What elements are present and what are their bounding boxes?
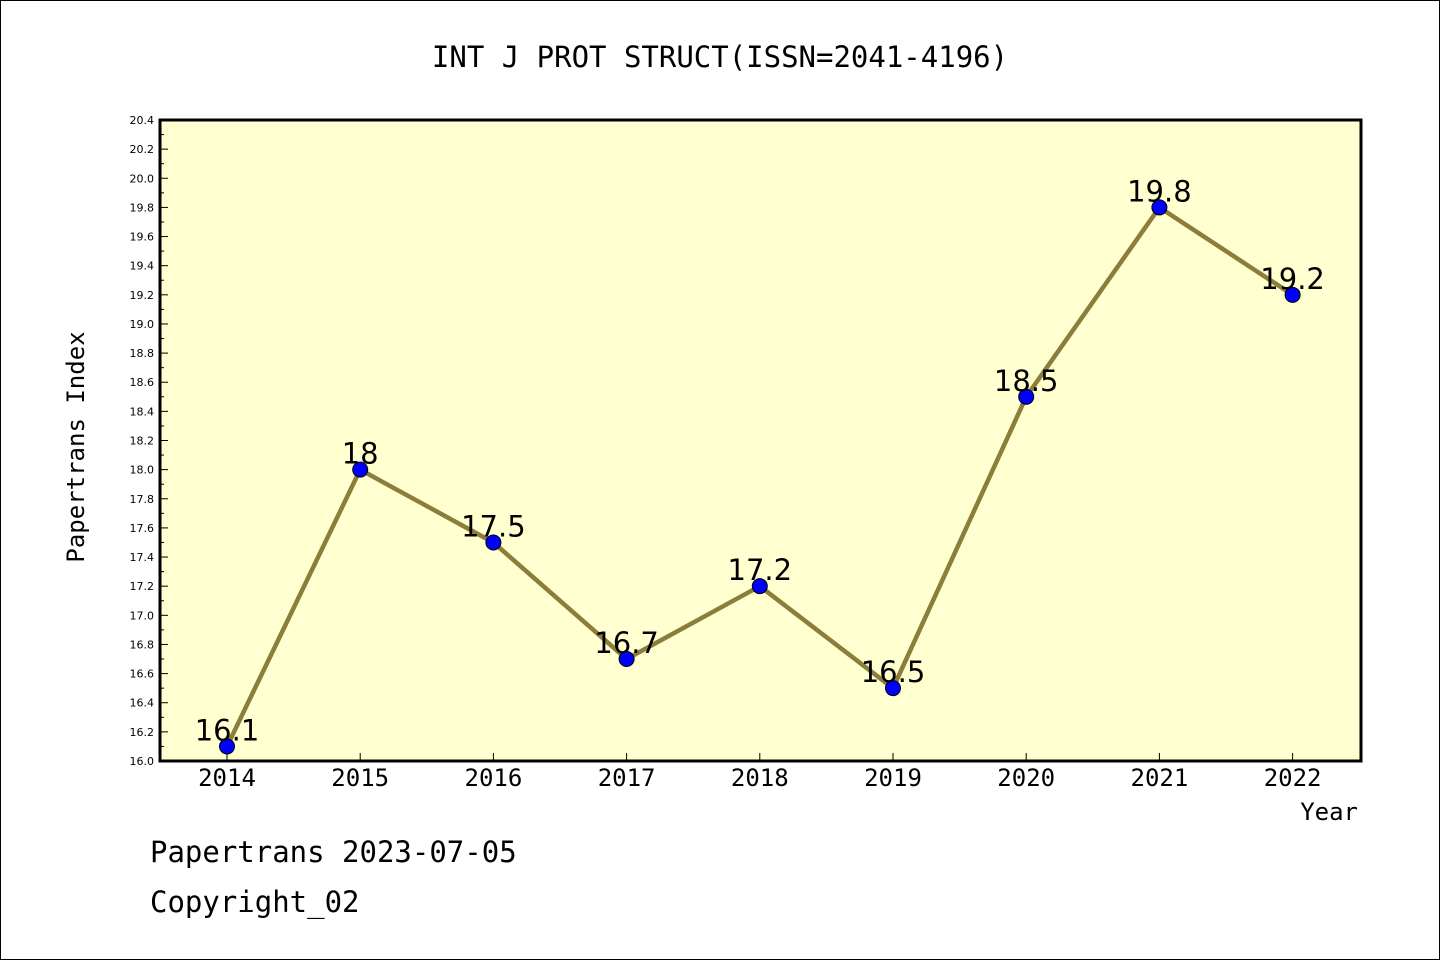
y-tick-label: 18.2 bbox=[130, 435, 155, 448]
x-axis: 2014 2015 2016 2017 2018 2019 2020 2021 2022 bbox=[198, 753, 1321, 792]
x-tick-label: 2014 bbox=[198, 764, 256, 792]
data-label: 16.1 bbox=[195, 713, 260, 747]
plot-background bbox=[160, 120, 1361, 761]
data-label: 18 bbox=[342, 437, 379, 471]
x-tick-label: 2018 bbox=[731, 764, 789, 792]
y-tick-label: 16.4 bbox=[130, 697, 155, 710]
x-tick-label: 2016 bbox=[465, 764, 523, 792]
data-label: 17.2 bbox=[728, 553, 793, 587]
data-label: 16.7 bbox=[594, 626, 659, 660]
data-label: 19.2 bbox=[1260, 262, 1325, 296]
y-tick-label: 18.8 bbox=[130, 347, 155, 360]
y-tick-label: 20.4 bbox=[130, 114, 155, 127]
y-tick-label: 18.6 bbox=[130, 376, 155, 389]
x-tick-label: 2019 bbox=[864, 764, 922, 792]
data-point bbox=[751, 578, 768, 595]
x-tick-label: 2017 bbox=[598, 764, 656, 792]
y-tick-label: 16.0 bbox=[130, 755, 155, 768]
y-tick-label: 19.0 bbox=[130, 318, 155, 331]
data-point bbox=[1151, 199, 1168, 216]
y-tick-label: 17.6 bbox=[130, 522, 155, 535]
series-line-group bbox=[219, 199, 1301, 755]
y-axis-label: Papertrans Index bbox=[62, 331, 90, 562]
y-tick-label: 16.8 bbox=[130, 638, 155, 651]
y-tick-label: 16.2 bbox=[130, 726, 155, 739]
x-tick-label: 2020 bbox=[997, 764, 1055, 792]
y-tick-label: 19.4 bbox=[130, 260, 155, 273]
y-tick-label: 17.2 bbox=[130, 580, 155, 593]
plot-border bbox=[158, 118, 1363, 763]
y-tick-label: 18.4 bbox=[130, 405, 155, 418]
y-tick-label: 17.0 bbox=[130, 609, 155, 622]
y-tick-label: 19.6 bbox=[130, 231, 155, 244]
data-point bbox=[219, 738, 235, 755]
data-point bbox=[885, 680, 901, 697]
x-tick-label: 2015 bbox=[331, 764, 389, 792]
y-tick-label: 17.8 bbox=[130, 493, 155, 506]
data-point bbox=[1018, 388, 1035, 405]
data-label: 19.8 bbox=[1127, 174, 1192, 208]
y-tick-label: 19.2 bbox=[130, 289, 155, 302]
x-tick-label: 2022 bbox=[1264, 764, 1322, 792]
footer-copyright: Copyright_02 bbox=[150, 885, 360, 919]
y-tick-label: 20.2 bbox=[130, 143, 155, 156]
y-tick-label: 16.6 bbox=[130, 668, 155, 681]
data-point bbox=[485, 534, 502, 551]
y-axis: 16.0 16.2 16.4 16.6 16.8 17.0 17.2 17.4 17.6 17.8… bbox=[130, 114, 168, 768]
y-tick-label: 20.0 bbox=[130, 172, 155, 185]
data-point bbox=[1284, 286, 1301, 303]
footer-date: Papertrans 2023-07-05 bbox=[150, 835, 517, 869]
data-label: 17.5 bbox=[461, 509, 526, 543]
data-label: 16.5 bbox=[861, 655, 926, 689]
data-label-group: 16.1 18 17.5 16.7 17.2 16.5 18.5 19.8 19.2 bbox=[195, 174, 1325, 747]
y-tick-label: 18.0 bbox=[130, 464, 155, 477]
chart-title: INT J PROT STRUCT(ISSN=2041-4196) bbox=[432, 40, 1008, 74]
data-label: 18.5 bbox=[994, 364, 1059, 398]
data-point bbox=[618, 651, 635, 668]
y-tick-label: 17.4 bbox=[130, 551, 155, 564]
x-axis-label: Year bbox=[1300, 798, 1358, 826]
y-tick-label: 19.8 bbox=[130, 201, 155, 214]
x-tick-label: 2021 bbox=[1131, 764, 1189, 792]
data-point bbox=[352, 461, 369, 478]
